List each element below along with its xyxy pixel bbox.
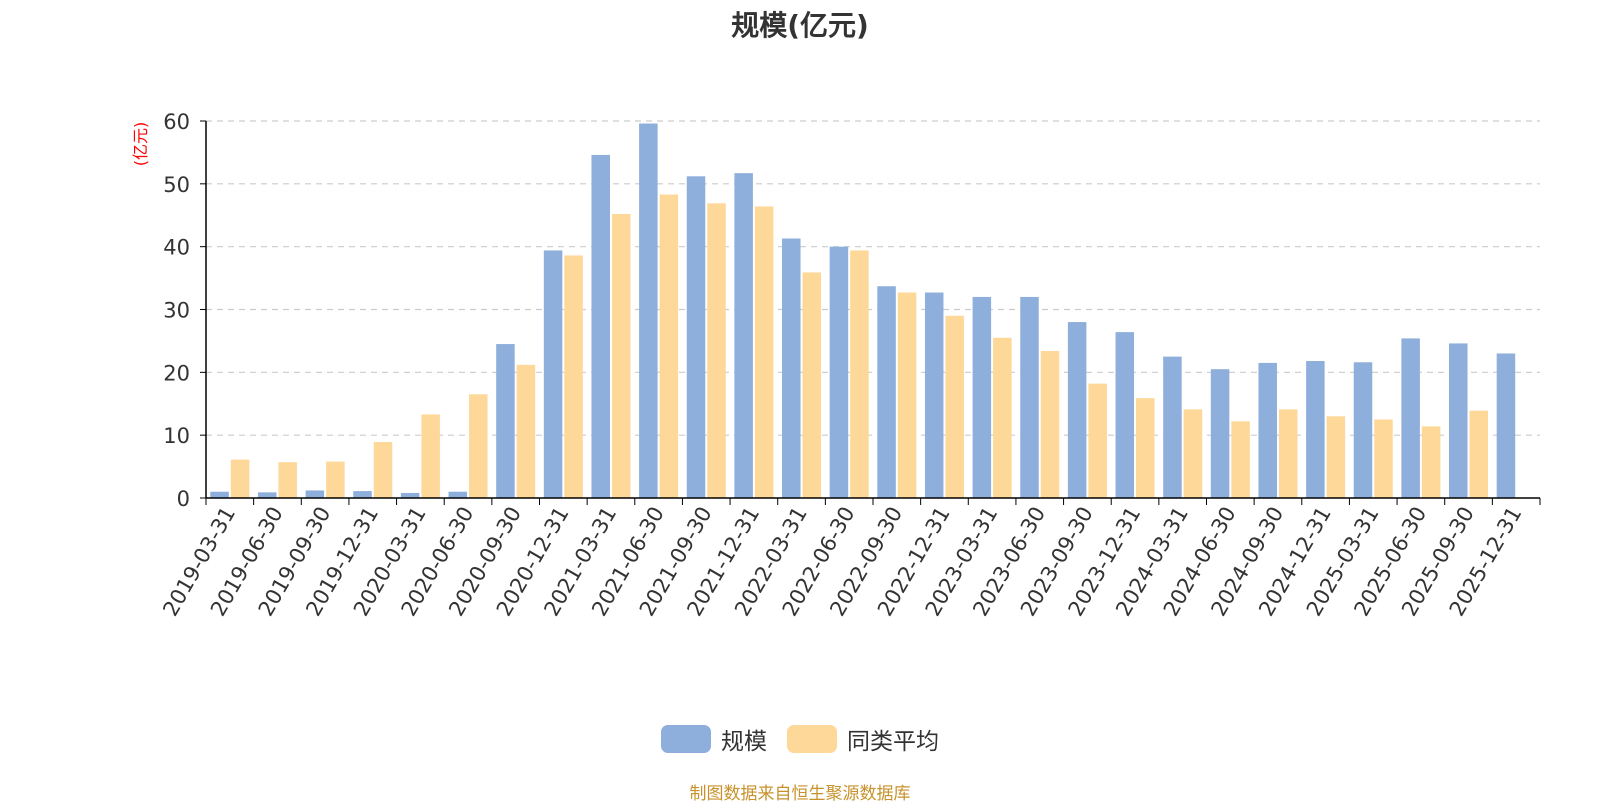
bar-scale[interactable] xyxy=(1353,362,1373,498)
bar-scale[interactable] xyxy=(1496,353,1516,498)
legend: 规模 同类平均 xyxy=(0,722,1600,756)
bar-scale[interactable] xyxy=(1449,343,1468,498)
y-tick-label: 0 xyxy=(177,487,190,511)
bar-scale[interactable] xyxy=(210,491,229,498)
bar-scale[interactable] xyxy=(639,123,658,498)
bar-peer-average[interactable] xyxy=(1469,410,1489,498)
bar-peer-average[interactable] xyxy=(659,194,679,498)
bar-scale[interactable] xyxy=(877,286,896,498)
x-tick-labels: 2019-03-312019-06-302019-09-302019-12-31… xyxy=(158,502,1526,620)
bar-scale[interactable] xyxy=(829,246,849,498)
bar-scale[interactable] xyxy=(400,492,420,498)
bar-peer-average[interactable] xyxy=(945,315,964,498)
bar-peer-average[interactable] xyxy=(754,206,774,498)
bar-peer-average[interactable] xyxy=(897,292,917,498)
bar-scale[interactable] xyxy=(1258,362,1277,498)
bar-peer-average[interactable] xyxy=(1088,383,1107,498)
bar-peer-average[interactable] xyxy=(278,462,297,498)
bar-peer-average[interactable] xyxy=(1136,398,1155,498)
legend-item-peer-average[interactable]: 同类平均 xyxy=(787,722,939,756)
bar-scale[interactable] xyxy=(1163,356,1182,498)
bar-scale[interactable] xyxy=(782,238,801,498)
bar-peer-average[interactable] xyxy=(707,203,726,499)
legend-swatch-scale xyxy=(661,725,711,753)
bar-peer-average[interactable] xyxy=(1183,409,1203,498)
bar-peer-average[interactable] xyxy=(993,337,1012,498)
bar-peer-average[interactable] xyxy=(802,272,822,498)
bar-scale[interactable] xyxy=(591,154,610,498)
legend-label-peer-average: 同类平均 xyxy=(847,729,939,755)
legend-swatch-peer-average xyxy=(787,725,837,753)
bar-scale[interactable] xyxy=(1401,338,1420,498)
bar-peer-average[interactable] xyxy=(611,213,631,498)
bar-peer-average[interactable] xyxy=(230,459,250,498)
bar-scale[interactable] xyxy=(448,491,468,498)
bar-scale[interactable] xyxy=(1020,296,1039,498)
y-tick-label: 40 xyxy=(163,236,190,260)
y-tick-label: 60 xyxy=(163,110,190,134)
y-tick-labels: 0 10 20 30 40 50 60 xyxy=(163,110,190,511)
bars xyxy=(210,123,1516,499)
y-tick-label: 10 xyxy=(163,424,190,448)
grid-lines xyxy=(206,120,1540,436)
bar-peer-average[interactable] xyxy=(326,461,345,498)
bar-peer-average[interactable] xyxy=(1040,350,1060,498)
y-tick-label: 50 xyxy=(163,173,190,197)
bar-scale[interactable] xyxy=(1115,332,1135,498)
bar-peer-average[interactable] xyxy=(421,414,440,498)
bar-scale[interactable] xyxy=(924,292,944,498)
bar-scale[interactable] xyxy=(1067,322,1087,498)
axes xyxy=(200,120,1541,505)
bar-scale[interactable] xyxy=(686,176,706,498)
bar-scale[interactable] xyxy=(1306,361,1325,498)
bar-peer-average[interactable] xyxy=(373,442,393,498)
bar-scale[interactable] xyxy=(972,296,992,498)
bar-scale[interactable] xyxy=(353,491,372,498)
bar-peer-average[interactable] xyxy=(1231,421,1250,498)
legend-item-scale[interactable]: 规模 xyxy=(661,722,767,756)
bar-peer-average[interactable] xyxy=(469,394,488,498)
data-source-note: 制图数据来自恒生聚源数据库 xyxy=(689,784,911,804)
y-axis-label: (亿元) xyxy=(131,122,150,167)
bar-scale[interactable] xyxy=(1210,369,1230,498)
bar-scale[interactable] xyxy=(257,492,277,498)
bar-peer-average[interactable] xyxy=(1374,419,1393,498)
bar-peer-average[interactable] xyxy=(564,255,583,498)
bar-peer-average[interactable] xyxy=(1326,416,1346,498)
bar-scale[interactable] xyxy=(496,344,515,498)
bar-peer-average[interactable] xyxy=(1278,409,1298,498)
y-tick-label: 30 xyxy=(163,299,190,323)
legend-label-scale: 规模 xyxy=(721,729,767,755)
chart-title: 规模(亿元) xyxy=(731,9,869,42)
y-tick-label: 20 xyxy=(163,361,190,385)
bar-scale[interactable] xyxy=(734,173,753,498)
bar-scale[interactable] xyxy=(543,250,563,498)
bar-peer-average[interactable] xyxy=(1421,426,1441,498)
bar-peer-average[interactable] xyxy=(516,364,536,498)
bar-scale[interactable] xyxy=(305,490,325,498)
bar-peer-average[interactable] xyxy=(850,250,869,498)
